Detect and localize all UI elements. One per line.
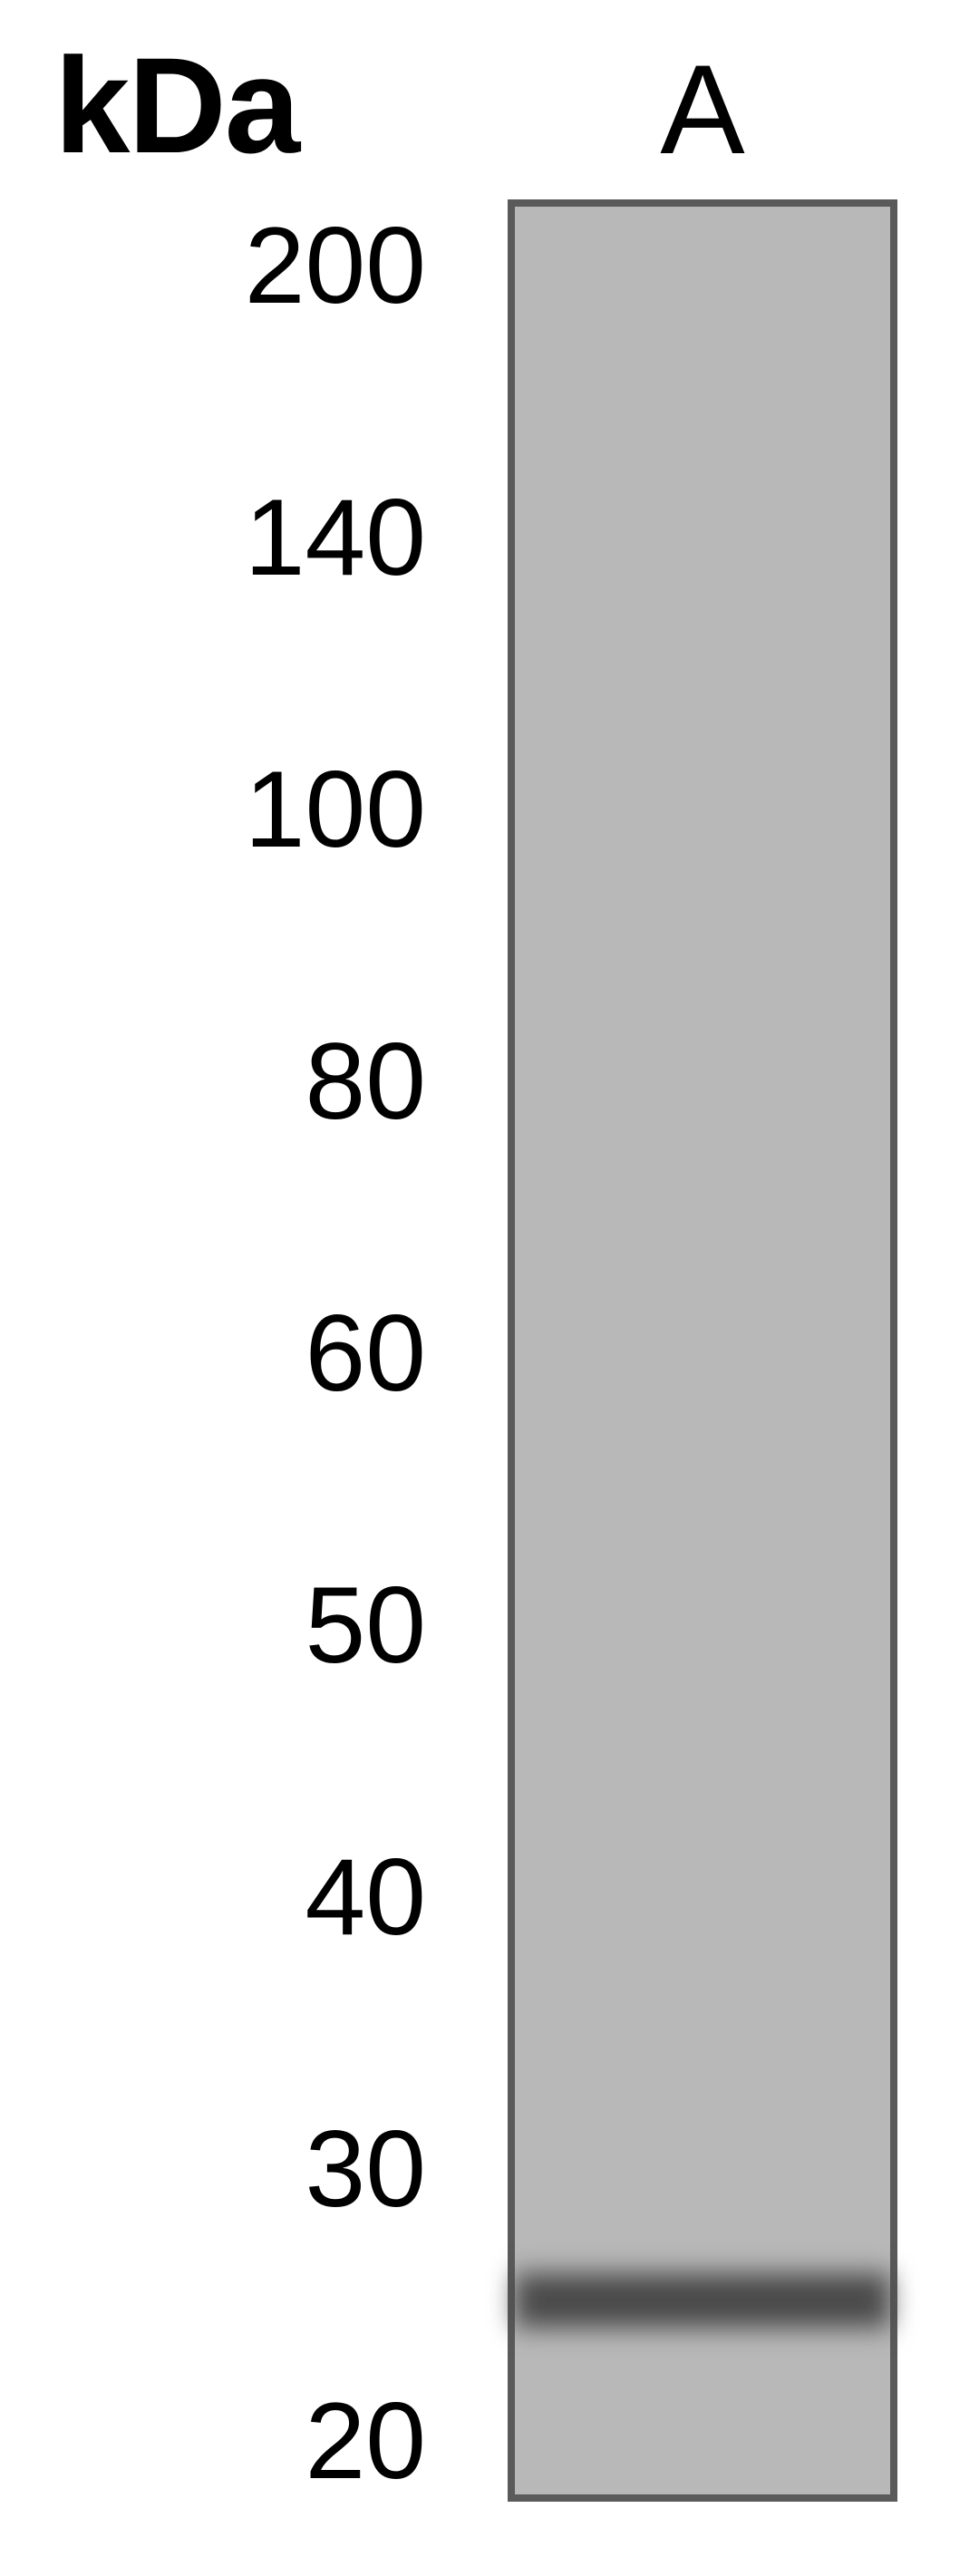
tick-60: 60 — [0, 1291, 426, 1416]
axis-unit-label: kDa — [54, 27, 298, 184]
tick-140: 140 — [0, 475, 426, 600]
tick-200: 200 — [0, 203, 426, 328]
tick-40: 40 — [0, 1835, 426, 1960]
lane-a — [508, 199, 897, 2502]
lane-label-a: A — [508, 36, 897, 183]
band-lane-a — [515, 2273, 890, 2328]
tick-80: 80 — [0, 1019, 426, 1144]
tick-50: 50 — [0, 1563, 426, 1688]
tick-20: 20 — [0, 2378, 426, 2503]
tick-30: 30 — [0, 2106, 426, 2232]
tick-100: 100 — [0, 747, 426, 872]
blot-figure: kDa 200 140 100 80 60 50 40 30 20 A — [0, 0, 979, 2576]
